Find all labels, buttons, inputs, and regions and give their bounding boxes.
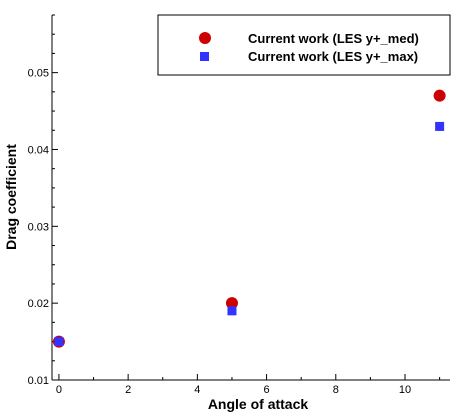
legend-box [157, 14, 451, 76]
legend: Current work (LES y+_med) Current work (… [157, 14, 451, 76]
x-axis-label: Angle of attack [208, 396, 309, 412]
legend-label-series-1: Current work (LES y+_med) [248, 31, 419, 46]
x-tick-label: 6 [264, 384, 270, 396]
y-tick-label: 0.02 [28, 298, 49, 310]
legend-label-series-2: Current work (LES y+_max) [248, 49, 418, 64]
x-tick-label: 10 [399, 384, 411, 396]
data-point-series-2 [227, 306, 237, 316]
axes [51, 15, 450, 381]
data-point-series-2 [54, 337, 64, 347]
data-marks [52, 89, 446, 348]
y-tick-label: 0.03 [28, 221, 49, 233]
x-tick-label: 0 [56, 384, 62, 396]
legend-marker-series-2 [200, 52, 209, 61]
y-tick-label: 0.05 [28, 68, 49, 80]
ticks: 0 2 4 6 8 10 0.01 0.02 0.03 0.04 0.05 [28, 14, 441, 396]
data-point-series-1 [433, 89, 446, 102]
x-tick-label: 2 [125, 384, 131, 396]
y-tick-label: 0.01 [28, 375, 49, 387]
data-point-series-2 [435, 121, 445, 131]
x-tick-label: 4 [194, 384, 200, 396]
y-tick-label: 0.04 [28, 144, 49, 156]
legend-marker-series-1 [199, 32, 211, 44]
y-axis-label: Drag coefficient [3, 144, 19, 250]
data-point-series-1 [225, 297, 238, 310]
x-tick-label: 8 [333, 384, 339, 396]
